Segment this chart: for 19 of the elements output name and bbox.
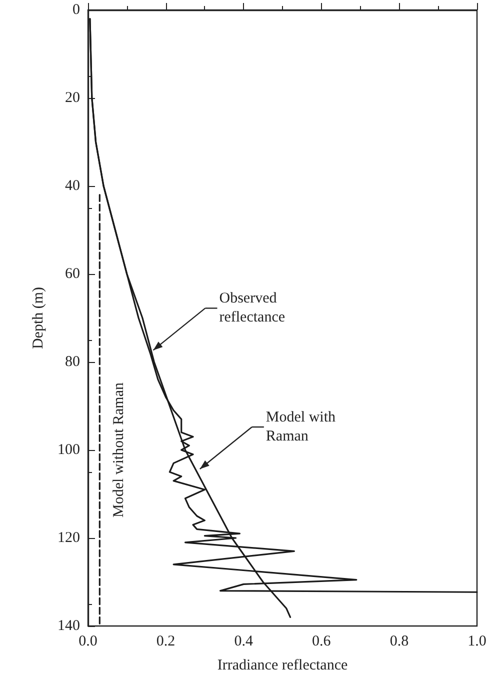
y-tick-label: 80	[65, 354, 80, 370]
y-tick-label: 120	[58, 530, 80, 546]
y-tick-label: 0	[72, 2, 80, 18]
y-tick-label: 60	[65, 266, 80, 282]
x-tick-label: 0.6	[312, 634, 332, 650]
x-tick-label: 0.2	[156, 634, 176, 650]
y-tick-label: 140	[58, 618, 80, 634]
x-tick-label: 0.0	[78, 634, 98, 650]
y-axis-title: Depth (m)	[30, 286, 46, 350]
y-tick-label: 20	[65, 90, 80, 106]
annotation: Model without Raman	[111, 382, 128, 518]
y-tick-label: 100	[58, 442, 80, 458]
x-tick-label: 0.8	[390, 634, 409, 650]
x-tick-label: 1.0	[468, 634, 486, 650]
y-tick-label: 40	[65, 178, 80, 194]
x-tick-label: 0.4	[234, 634, 254, 650]
x-axis-title: Irradiance reflectance	[217, 658, 348, 674]
annotation: Observed reflectance	[219, 290, 286, 326]
annotation: Model with Raman	[266, 410, 340, 444]
